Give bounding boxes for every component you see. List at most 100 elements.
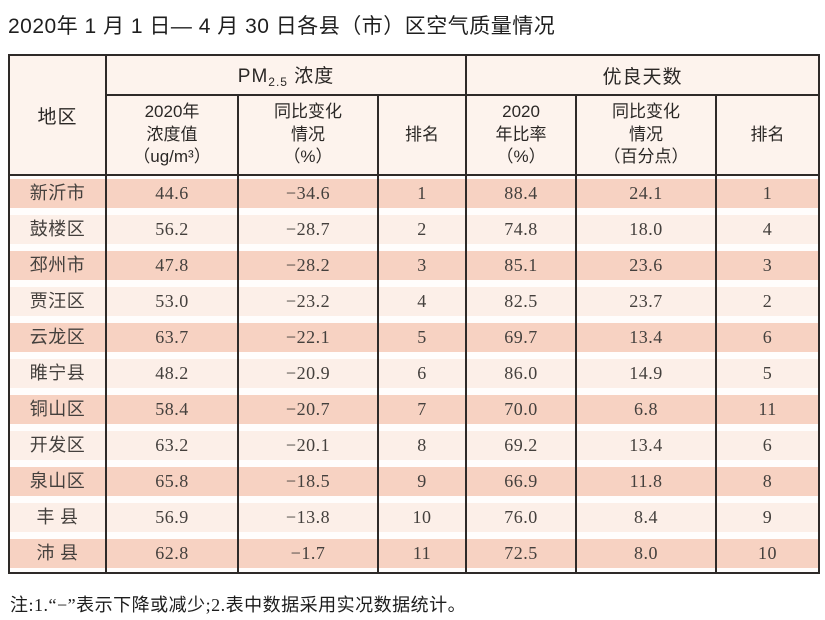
cell-pm-change: −18.5 (239, 467, 377, 496)
cell-pm-change: −13.8 (239, 503, 377, 532)
cell-pm-rank: 1 (379, 179, 466, 208)
header-ratio: 2020 年比率 （%） (465, 94, 578, 176)
cell-pm-rank: 2 (379, 215, 466, 244)
cell-region: 睢宁县 (10, 359, 105, 388)
cell-ratio-rank: 4 (717, 215, 819, 244)
cell-region: 铜山区 (10, 395, 105, 424)
cell-ratio: 69.2 (467, 431, 576, 460)
header-region: 地区 (8, 54, 107, 176)
cell-pm-value: 56.9 (107, 503, 237, 532)
cell-ratio-change: 8.4 (577, 503, 716, 532)
cell-region: 丰 县 (10, 503, 105, 532)
cell-pm-rank: 11 (379, 539, 466, 568)
cell-pm-change: −28.7 (239, 215, 377, 244)
cell-ratio-change: 24.1 (577, 179, 716, 208)
table-row: 贾汪区 53.0 −23.2 4 82.5 23.7 2 (8, 284, 821, 320)
cell-pm-change: −22.1 (239, 323, 377, 352)
cell-ratio: 72.5 (467, 539, 576, 568)
page-title: 2020年 1 月 1 日— 4 月 30 日各县（市）区空气质量情况 (8, 15, 556, 38)
cell-pm-change: −20.9 (239, 359, 377, 388)
cell-ratio: 74.8 (467, 215, 576, 244)
cell-pm-rank: 5 (379, 323, 466, 352)
header-ratio-change: 同比变化 情况 （百分点） (575, 94, 718, 176)
cell-region: 鼓楼区 (10, 215, 105, 244)
header-good-days-group: 优良天数 (465, 54, 821, 96)
cell-ratio-change: 23.6 (577, 251, 716, 280)
table-row: 丰 县 56.9 −13.8 10 76.0 8.4 9 (8, 500, 821, 536)
header-ratio-rank: 排名 (715, 94, 821, 176)
cell-region: 新沂市 (10, 179, 105, 208)
cell-pm-rank: 6 (379, 359, 466, 388)
pm-label-suffix: 浓度 (287, 66, 335, 87)
cell-pm-rank: 10 (379, 503, 466, 532)
cell-pm-rank: 7 (379, 395, 466, 424)
cell-ratio-rank: 3 (717, 251, 819, 280)
table-row: 开发区 63.2 −20.1 8 69.2 13.4 6 (8, 428, 821, 464)
cell-ratio: 85.1 (467, 251, 576, 280)
cell-region: 泉山区 (10, 467, 105, 496)
cell-pm-value: 65.8 (107, 467, 237, 496)
header-pm-change: 同比变化 情况 （%） (237, 94, 379, 176)
table-row: 睢宁县 48.2 −20.9 6 86.0 14.9 5 (8, 356, 821, 392)
table-row: 云龙区 63.7 −22.1 5 69.7 13.4 6 (8, 320, 821, 356)
cell-ratio: 82.5 (467, 287, 576, 316)
air-quality-table: 地区 PM2.5 浓度 优良天数 2020年 浓度值 （ug/m³） 同比变化 … (8, 54, 821, 574)
table-header: 地区 PM2.5 浓度 优良天数 2020年 浓度值 （ug/m³） 同比变化 … (8, 54, 821, 176)
pm-label: PM (237, 66, 269, 87)
cell-pm-rank: 3 (379, 251, 466, 280)
header-pm-value-label: 2020年 浓度值 （ug/m³） (133, 101, 211, 167)
table-row: 铜山区 58.4 −20.7 7 70.0 6.8 11 (8, 392, 821, 428)
header-pm-change-label: 同比变化 情况 （%） (274, 101, 342, 167)
table-row: 邳州市 47.8 −28.2 3 85.1 23.6 3 (8, 248, 821, 284)
cell-pm-rank: 9 (379, 467, 466, 496)
cell-pm-value: 48.2 (107, 359, 237, 388)
table-row: 泉山区 65.8 −18.5 9 66.9 11.8 8 (8, 464, 821, 500)
header-pm-rank: 排名 (376, 94, 468, 176)
cell-ratio-change: 11.8 (577, 467, 716, 496)
cell-pm-rank: 8 (379, 431, 466, 460)
footnote: 注:1.“−”表示下降或减少;2.表中数据采用实况数据统计。 (10, 595, 467, 615)
cell-ratio-change: 8.0 (577, 539, 716, 568)
cell-region: 贾汪区 (10, 287, 105, 316)
cell-pm-value: 62.8 (107, 539, 237, 568)
cell-pm-rank: 4 (379, 287, 466, 316)
table-body: 新沂市 44.6 −34.6 1 88.4 24.1 1 鼓楼区 56.2 −2… (8, 175, 821, 573)
cell-ratio-rank: 1 (717, 179, 819, 208)
cell-ratio-change: 18.0 (577, 215, 716, 244)
cell-pm-value: 63.2 (107, 431, 237, 460)
cell-ratio-change: 6.8 (577, 395, 716, 424)
cell-pm-value: 58.4 (107, 395, 237, 424)
cell-pm-change: −34.6 (239, 179, 377, 208)
pm-subscript: 2.5 (268, 75, 288, 89)
cell-ratio-change: 13.4 (577, 323, 716, 352)
cell-ratio: 70.0 (467, 395, 576, 424)
cell-ratio-rank: 10 (717, 539, 819, 568)
cell-ratio: 86.0 (467, 359, 576, 388)
cell-ratio-change: 13.4 (577, 431, 716, 460)
cell-pm-value: 56.2 (107, 215, 237, 244)
table-row: 鼓楼区 56.2 −28.7 2 74.8 18.0 4 (8, 212, 821, 248)
cell-ratio-rank: 5 (717, 359, 819, 388)
cell-ratio: 88.4 (467, 179, 576, 208)
cell-region: 沛 县 (10, 539, 105, 568)
cell-pm-change: −28.2 (239, 251, 377, 280)
cell-ratio-rank: 11 (717, 395, 819, 424)
cell-pm-change: −1.7 (239, 539, 377, 568)
cell-region: 开发区 (10, 431, 105, 460)
header-pm-group: PM2.5 浓度 (104, 54, 468, 96)
cell-ratio-rank: 6 (717, 431, 819, 460)
cell-pm-change: −20.1 (239, 431, 377, 460)
cell-pm-value: 47.8 (107, 251, 237, 280)
cell-ratio-rank: 9 (717, 503, 819, 532)
cell-ratio: 66.9 (467, 467, 576, 496)
cell-ratio: 76.0 (467, 503, 576, 532)
cell-ratio-change: 14.9 (577, 359, 716, 388)
cell-ratio-rank: 8 (717, 467, 819, 496)
cell-ratio-change: 23.7 (577, 287, 716, 316)
cell-ratio-rank: 6 (717, 323, 819, 352)
cell-region: 云龙区 (10, 323, 105, 352)
cell-pm-value: 63.7 (107, 323, 237, 352)
cell-pm-value: 44.6 (107, 179, 237, 208)
table-row: 沛 县 62.8 −1.7 11 72.5 8.0 10 (8, 536, 821, 573)
